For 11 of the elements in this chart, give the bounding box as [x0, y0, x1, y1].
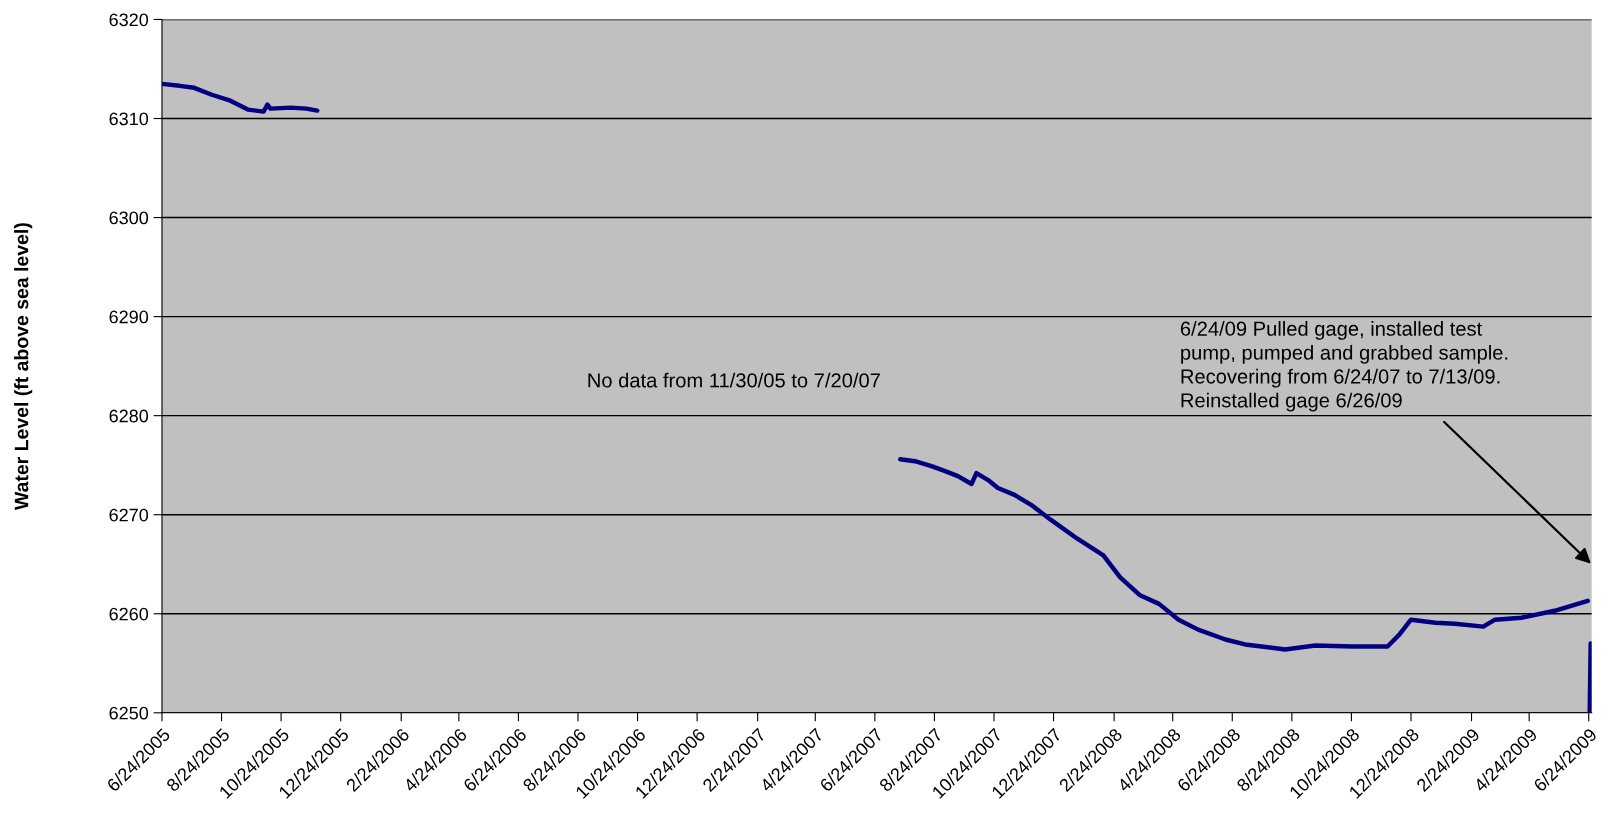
annotation: 6/24/09 Pulled gage, installed test pump, pumped and grabbed sample. Recovering from 6/24/07 to 7/13/09. Reinstalled gage 6/26/09 — [1180, 321, 1508, 412]
y-tick-label: 6300 — [109, 211, 149, 225]
y-tick-label: 6270 — [109, 508, 149, 522]
y-tick-label: 6280 — [109, 409, 149, 423]
y-tick-label: 6260 — [109, 607, 149, 621]
y-tick-label: 6290 — [109, 310, 149, 324]
y-tick-label: 6250 — [109, 706, 149, 720]
annotation: No data from 11/30/05 to 7/20/07 — [588, 372, 880, 388]
y-tick-label: 6320 — [109, 13, 149, 27]
y-axis-title: Water Level (ft above sea level) — [14, 223, 33, 511]
y-tick-label: 6310 — [109, 112, 149, 126]
